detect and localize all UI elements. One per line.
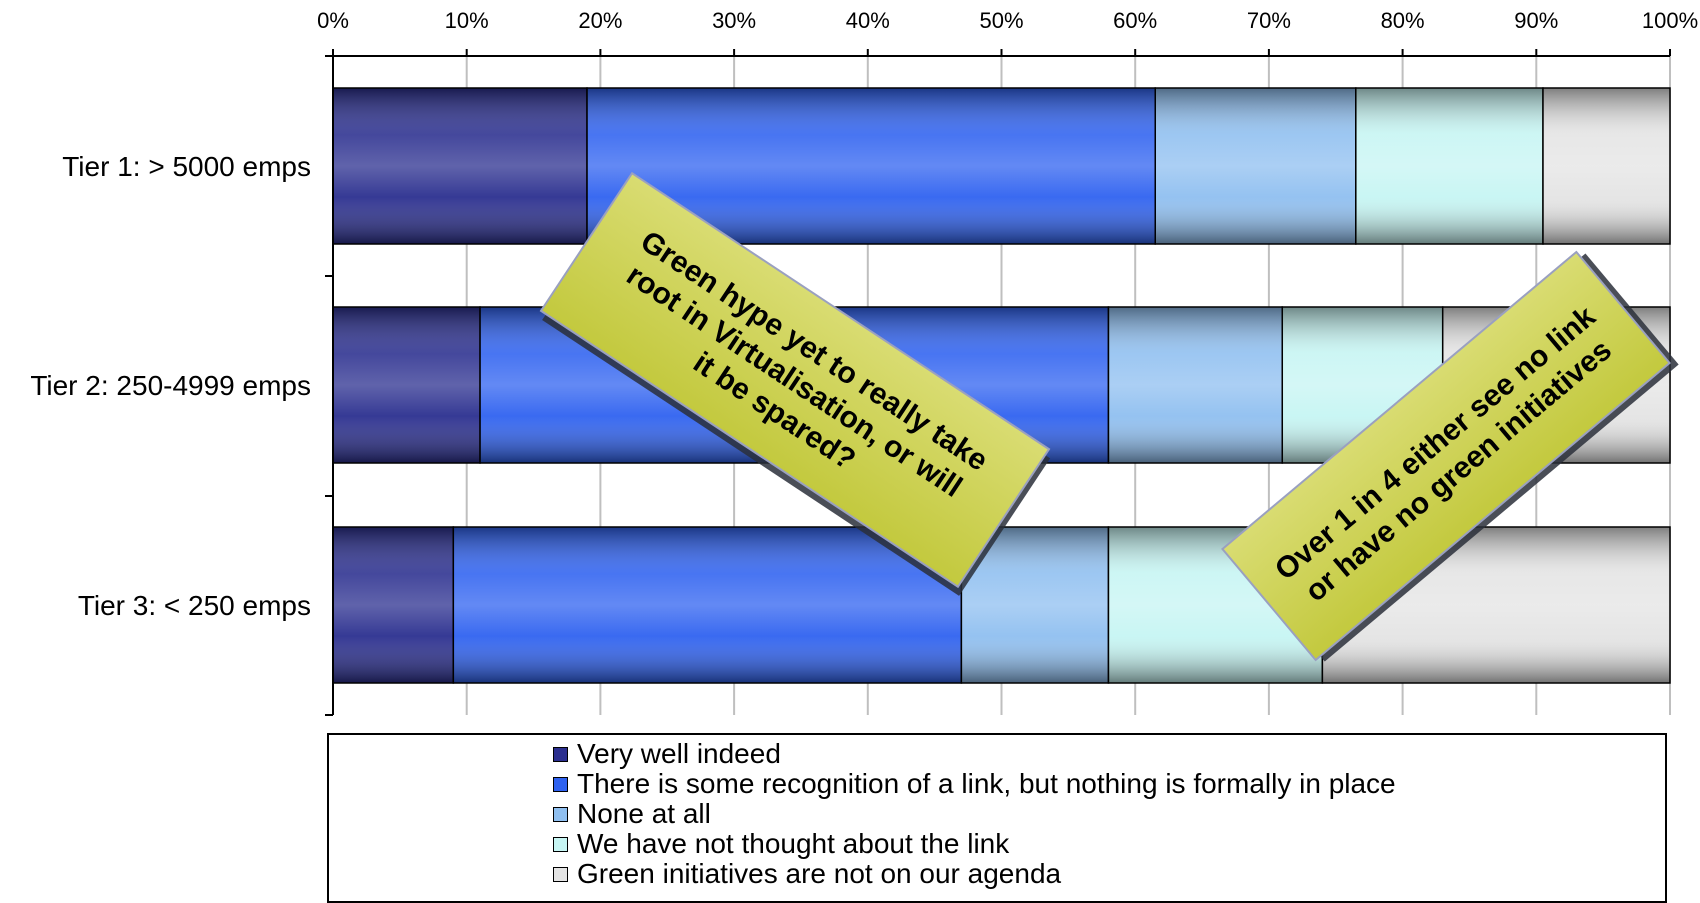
legend-item: Green initiatives are not on our agenda <box>553 858 1396 889</box>
x-tick-label: 70% <box>1247 8 1291 33</box>
callout-panel <box>1221 250 1671 662</box>
x-tick-label: 30% <box>712 8 756 33</box>
x-tick-label: 0% <box>317 8 349 33</box>
legend-item: None at all <box>553 798 1396 829</box>
legend-swatch <box>553 866 568 882</box>
bar-segment <box>1154 87 1357 245</box>
callout-panel <box>539 171 1051 589</box>
legend-swatch <box>553 776 568 792</box>
bar-segment <box>332 526 455 684</box>
bar-segment-shade <box>1355 87 1544 245</box>
x-tick-labels: 0% 10% 20% 30% 40% 50% 60% 70% 80% 90% 100% <box>317 8 1698 33</box>
bar-segment <box>332 87 588 245</box>
bar-segment-shade <box>332 306 481 464</box>
legend-item: We have not thought about the link <box>553 828 1396 859</box>
bar-segment-shade <box>452 526 963 684</box>
bar-segment <box>1355 87 1544 245</box>
bar-segment-shade <box>332 87 588 245</box>
x-tick-label: 100% <box>1642 8 1698 33</box>
axes-layer <box>325 49 1671 716</box>
bar-segment <box>1542 87 1671 245</box>
x-tick-label: 40% <box>846 8 890 33</box>
bar-segment <box>332 306 481 464</box>
x-tick-label: 50% <box>979 8 1023 33</box>
legend-label: None at all <box>577 798 711 829</box>
legend-swatch <box>553 806 568 822</box>
category-label: Tier 1: > 5000 emps <box>62 151 311 182</box>
bar-segment <box>1107 306 1284 464</box>
legend-label: We have not thought about the link <box>577 828 1010 859</box>
category-label: Tier 3: < 250 emps <box>78 590 311 621</box>
x-tick-label: 90% <box>1514 8 1558 33</box>
bar-segment-shade <box>1107 306 1284 464</box>
legend: Very well indeed There is some recognitio… <box>327 733 1667 903</box>
legend-label: Very well indeed <box>577 738 781 769</box>
legend-swatch <box>553 746 568 762</box>
category-labels: Tier 1: > 5000 emps Tier 2: 250-4999 emps… <box>30 151 311 621</box>
legend-item: There is some recognition of a link, but… <box>553 768 1396 799</box>
bar-segment-shade <box>332 526 455 684</box>
x-tick-label: 20% <box>578 8 622 33</box>
legend-list: Very well indeed There is some recognitio… <box>553 738 1396 889</box>
x-tick-label: 60% <box>1113 8 1157 33</box>
legend-item: Very well indeed <box>553 738 1396 769</box>
legend-swatch <box>553 836 568 852</box>
bar-segment-shade <box>1542 87 1671 245</box>
x-tick-label: 80% <box>1381 8 1425 33</box>
legend-label: There is some recognition of a link, but… <box>577 768 1396 799</box>
legend-label: Green initiatives are not on our agenda <box>577 858 1062 889</box>
bar-segment-shade <box>1154 87 1357 245</box>
bar-segment <box>452 526 963 684</box>
category-label: Tier 2: 250-4999 emps <box>30 370 311 401</box>
x-tick-label: 10% <box>445 8 489 33</box>
